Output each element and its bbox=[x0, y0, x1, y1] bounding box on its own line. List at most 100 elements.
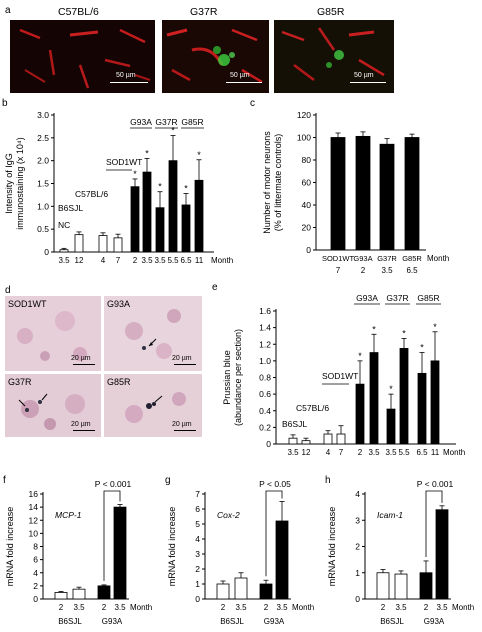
p-value-label: P < 0.001 bbox=[417, 479, 454, 489]
chart-c-motor-neurons: c 0 20 40 60 80 100 120 Number of motor neurons(… bbox=[250, 98, 449, 275]
x-tick-label: 3.5 bbox=[276, 603, 288, 612]
y-axis-label: mRNA fold increase bbox=[167, 507, 177, 587]
y-tick-label: 0.4 bbox=[259, 406, 271, 416]
month-label: Month bbox=[292, 603, 314, 612]
bar bbox=[259, 583, 273, 600]
histology-sod1wt: SOD1WT 20 µm bbox=[5, 296, 101, 371]
x-tick-label: 2 bbox=[264, 603, 269, 612]
bar bbox=[72, 588, 86, 600]
y-tick-label: 0 bbox=[44, 247, 49, 257]
x-tick-label: 3.5 bbox=[385, 448, 397, 457]
scalebar-line bbox=[174, 364, 196, 366]
month-label: Month bbox=[130, 603, 152, 612]
bar bbox=[386, 408, 396, 445]
scalebar-line bbox=[110, 82, 148, 84]
y-tick-label: 2.5 bbox=[37, 133, 49, 143]
bar bbox=[74, 234, 84, 253]
bar bbox=[301, 440, 311, 445]
scalebar-label: 50 µm bbox=[354, 72, 374, 79]
y-axis-label: Number of motor neurons bbox=[262, 131, 272, 234]
scalebar-label: 20 µm bbox=[71, 355, 91, 362]
group-label-g93a: G93A bbox=[424, 617, 445, 626]
x-tick-label: 3.5 bbox=[436, 603, 448, 612]
p-value-label: P < 0.001 bbox=[95, 479, 132, 489]
histology-label: SOD1WT bbox=[8, 299, 47, 309]
x-tick-label: 3.5 bbox=[154, 256, 166, 265]
y-tick-label: 0.6 bbox=[259, 389, 271, 399]
y-axis-label: mRNA fold increase bbox=[327, 507, 337, 587]
y-tick-label: 1.5 bbox=[37, 179, 49, 189]
bar bbox=[155, 207, 165, 253]
y-tick-label: 0 bbox=[355, 594, 360, 604]
y-tick-label: 80 bbox=[302, 155, 312, 165]
micrograph-c57bl6: 50 µm bbox=[10, 20, 155, 93]
bar bbox=[98, 235, 108, 253]
histology-g37r: G37R 20 µm bbox=[5, 374, 101, 437]
y-tick-label: 0.2 bbox=[259, 422, 271, 432]
y-tick-label: 2 bbox=[195, 564, 200, 574]
y-tick-label: 2.0 bbox=[37, 156, 49, 166]
group-label-g93a: G93A bbox=[356, 293, 378, 303]
x-month-label: 3.5 bbox=[381, 266, 393, 275]
x-tick-label: 3.5 bbox=[287, 448, 299, 457]
y-tick-label: 4 bbox=[355, 489, 360, 499]
y-tick-label: 100 bbox=[297, 133, 311, 143]
x-category-label: G37R bbox=[377, 254, 397, 263]
significance-star: * bbox=[145, 148, 149, 158]
y-tick-label: 12 bbox=[29, 515, 39, 525]
group-label-g93a: G93A bbox=[102, 617, 123, 626]
scalebar-label: 20 µm bbox=[172, 421, 192, 428]
y-tick-label: 6 bbox=[33, 555, 38, 565]
bar bbox=[394, 573, 408, 600]
panel-letter: f bbox=[3, 475, 6, 486]
y-tick-label: 1.0 bbox=[37, 201, 49, 211]
panel-d-letter: d bbox=[5, 285, 11, 296]
y-tick-label: 3.0 bbox=[37, 110, 49, 120]
bar bbox=[181, 204, 191, 253]
significance-star: * bbox=[197, 150, 201, 160]
y-tick-label: 120 bbox=[297, 110, 311, 120]
x-tick-label: 6.5 bbox=[180, 256, 192, 265]
group-label-g37r: G37R bbox=[386, 293, 408, 303]
x-tick-label: 3.5 bbox=[114, 603, 126, 612]
x-tick-label: 12 bbox=[302, 448, 311, 457]
chart-h-icam1: h 0 1 2 3 4 mRNA fold increase 2 3.5 2 3.5 Month B6S… bbox=[325, 475, 474, 626]
x-tick-label: 4 bbox=[326, 448, 331, 457]
x-tick-label: 3.5 bbox=[395, 603, 407, 612]
group-label-g37r: G37R bbox=[155, 117, 177, 127]
y-axis-label: Intensity of IgG bbox=[4, 153, 14, 214]
group-label-g85r: G85R bbox=[181, 117, 203, 127]
y-tick-label: 0 bbox=[33, 594, 38, 604]
significance-star: * bbox=[358, 351, 362, 361]
chart-e-prussian-blue: e 0 0.2 0.4 0.6 0.8 1.0 1.2 1.4 1.6 Prussian blue(… bbox=[212, 282, 465, 457]
x-tick-label: 2 bbox=[424, 603, 429, 612]
group-label-b6sjl: B6SJL bbox=[58, 617, 82, 626]
y-tick-label: 0.5 bbox=[37, 224, 49, 234]
x-tick-label: 3.5 bbox=[73, 603, 85, 612]
panel-a-title-3: G85R bbox=[317, 6, 345, 18]
y-tick-label: 1.2 bbox=[259, 339, 271, 349]
x-tick-label: 11 bbox=[431, 448, 440, 457]
scalebar-label: 20 µm bbox=[71, 421, 91, 428]
y-tick-label: 1 bbox=[195, 579, 200, 589]
y-axis-label: immunostaining (x 10⁴) bbox=[15, 137, 25, 229]
bar bbox=[369, 352, 379, 445]
bar bbox=[376, 572, 390, 600]
group-label-sod1wt: SOD1WT bbox=[106, 157, 142, 167]
bar bbox=[130, 186, 140, 253]
panel-a-title-1: C57BL/6 bbox=[58, 6, 99, 18]
y-tick-label: 2 bbox=[355, 542, 360, 552]
x-category-label: SOD1WT bbox=[322, 254, 355, 263]
bar bbox=[355, 135, 371, 251]
scalebar-line bbox=[226, 82, 262, 84]
y-axis-label: Prussian blue bbox=[222, 350, 232, 405]
group-label-b6sjl: B6SJL bbox=[380, 617, 404, 626]
y-tick-label: 1 bbox=[355, 568, 360, 578]
panel-letter: h bbox=[325, 475, 331, 486]
group-label-b6sjl: B6SJL bbox=[58, 203, 83, 213]
bar bbox=[323, 433, 333, 445]
y-tick-label: 1.0 bbox=[259, 356, 271, 366]
y-tick-label: 1.4 bbox=[259, 323, 271, 333]
gene-label: Cox-2 bbox=[217, 510, 240, 520]
y-axis-label: (% of littermate controls) bbox=[273, 134, 283, 232]
